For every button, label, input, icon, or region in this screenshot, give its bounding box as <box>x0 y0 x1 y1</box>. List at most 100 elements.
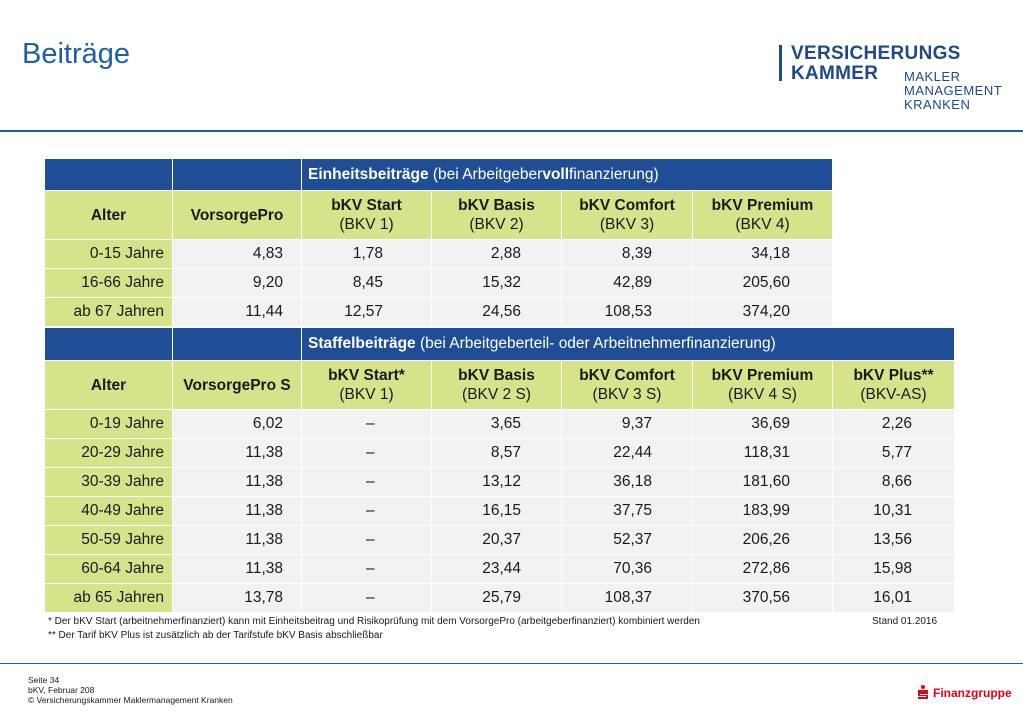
value-cell: 9,20 <box>173 269 302 298</box>
value-cell: 8,66 <box>833 468 955 497</box>
col-header-bkv-start: bKV Start* (BKV 1) <box>302 361 432 410</box>
col-header-bkv-comfort: bKV Comfort (BKV 3 S) <box>562 361 693 410</box>
value-cell: – <box>302 410 432 439</box>
finanzgruppe-logo: Finanzgruppe <box>917 685 1012 700</box>
header-blank <box>173 159 302 191</box>
value-cell: – <box>302 584 432 613</box>
value-cell: 8,45 <box>302 269 432 298</box>
sparkasse-s-icon <box>918 685 928 699</box>
finanzgruppe-text: Finanzgruppe <box>933 686 1012 700</box>
footer-page: Seite 34 <box>28 675 60 685</box>
col-header-vorsorgepro-s: VorsorgePro S <box>173 361 302 410</box>
footnote-2: ** Der Tarif bKV Plus ist zusätzlich ab … <box>48 630 383 641</box>
logo-line-1: VERSICHERUNGS <box>791 43 961 64</box>
value-cell: – <box>302 526 432 555</box>
value-cell: 11,38 <box>173 555 302 584</box>
value-cell: 374,20 <box>693 298 833 327</box>
age-cell: 30-39 Jahre <box>45 468 173 497</box>
value-cell: 15,32 <box>432 269 562 298</box>
footer-divider <box>0 663 1023 664</box>
value-cell: 2,26 <box>833 410 955 439</box>
value-cell: 11,38 <box>173 526 302 555</box>
logo-sub-2: MANAGEMENT <box>904 83 1003 98</box>
value-cell: – <box>302 555 432 584</box>
value-cell: 3,65 <box>432 410 562 439</box>
age-cell: ab 65 Jahren <box>45 584 173 613</box>
value-cell: 9,37 <box>562 410 693 439</box>
header-divider <box>0 130 1023 132</box>
value-cell: 11,38 <box>173 439 302 468</box>
value-cell: 23,44 <box>432 555 562 584</box>
value-cell: 13,78 <box>173 584 302 613</box>
value-cell: – <box>302 439 432 468</box>
value-cell: 37,75 <box>562 497 693 526</box>
age-cell: 60-64 Jahre <box>45 555 173 584</box>
table-row: ab 67 Jahren 11,44 12,57 24,56 108,53 37… <box>45 298 833 327</box>
col-header-vorsorgepro: VorsorgePro <box>173 191 302 240</box>
value-cell: 206,26 <box>693 526 833 555</box>
table-row: ab 65 Jahren 13,78 – 25,79 108,37 370,56… <box>45 584 955 613</box>
value-cell: 8,39 <box>562 240 693 269</box>
table-1-header: Einheitsbeiträge (bei Arbeitgebervollfin… <box>302 159 833 191</box>
value-cell: 16,15 <box>432 497 562 526</box>
footnote-1: * Der bKV Start (arbeitnehmerfinanziert)… <box>48 616 700 627</box>
value-cell: 13,12 <box>432 468 562 497</box>
value-cell: 6,02 <box>173 410 302 439</box>
value-cell: 11,38 <box>173 468 302 497</box>
age-cell: 20-29 Jahre <box>45 439 173 468</box>
value-cell: 1,78 <box>302 240 432 269</box>
value-cell: 11,44 <box>173 298 302 327</box>
col-header-bkv-comfort: bKV Comfort (BKV 3) <box>562 191 693 240</box>
col-header-alter: Alter <box>45 191 173 240</box>
value-cell: 34,18 <box>693 240 833 269</box>
value-cell: 36,18 <box>562 468 693 497</box>
value-cell: 13,56 <box>833 526 955 555</box>
value-cell: 370,56 <box>693 584 833 613</box>
table-row: 0-19 Jahre 6,02 – 3,65 9,37 36,69 2,26 <box>45 410 955 439</box>
table-2-header: Staffelbeiträge (bei Arbeitgeberteil- od… <box>302 328 955 361</box>
value-cell: 4,83 <box>173 240 302 269</box>
header-blank <box>45 159 173 191</box>
value-cell: 70,36 <box>562 555 693 584</box>
table-row: 20-29 Jahre 11,38 – 8,57 22,44 118,31 5,… <box>45 439 955 468</box>
value-cell: 20,37 <box>432 526 562 555</box>
header-blank <box>45 328 173 361</box>
value-cell: 183,99 <box>693 497 833 526</box>
value-cell: 15,98 <box>833 555 955 584</box>
value-cell: 42,89 <box>562 269 693 298</box>
table-row: 60-64 Jahre 11,38 – 23,44 70,36 272,86 1… <box>45 555 955 584</box>
value-cell: 8,57 <box>432 439 562 468</box>
header-blank <box>173 328 302 361</box>
age-cell: ab 67 Jahren <box>45 298 173 327</box>
value-cell: 2,88 <box>432 240 562 269</box>
einheitsbeitraege-table: Einheitsbeiträge (bei Arbeitgebervollfin… <box>45 159 833 327</box>
value-cell: 5,77 <box>833 439 955 468</box>
logo-sub-1: MAKLER <box>904 69 961 84</box>
col-header-bkv-plus: bKV Plus** (BKV-AS) <box>833 361 955 410</box>
footer-doc: bKV, Februar 208 <box>28 685 95 695</box>
value-cell: 108,53 <box>562 298 693 327</box>
age-cell: 0-19 Jahre <box>45 410 173 439</box>
age-cell: 50-59 Jahre <box>45 526 173 555</box>
table-row: 0-15 Jahre 4,83 1,78 2,88 8,39 34,18 <box>45 240 833 269</box>
value-cell: – <box>302 497 432 526</box>
value-cell: 10,31 <box>833 497 955 526</box>
value-cell: 25,79 <box>432 584 562 613</box>
value-cell: 108,37 <box>562 584 693 613</box>
table-row: 40-49 Jahre 11,38 – 16,15 37,75 183,99 1… <box>45 497 955 526</box>
age-cell: 0-15 Jahre <box>45 240 173 269</box>
value-cell: 118,31 <box>693 439 833 468</box>
value-cell: 12,57 <box>302 298 432 327</box>
value-cell: 181,60 <box>693 468 833 497</box>
footer-copyright: © Versicherungskammer Maklermanagement K… <box>28 695 233 705</box>
table-row: 50-59 Jahre 11,38 – 20,37 52,37 206,26 1… <box>45 526 955 555</box>
value-cell: 16,01 <box>833 584 955 613</box>
logo-line-2: KAMMER <box>791 63 879 84</box>
age-cell: 16-66 Jahre <box>45 269 173 298</box>
logo-bar <box>779 45 782 81</box>
stand-date: Stand 01.2016 <box>872 616 938 627</box>
staffelbeitraege-table: Staffelbeiträge (bei Arbeitgeberteil- od… <box>45 328 955 613</box>
logo-sub-3: KRANKEN <box>904 97 971 112</box>
value-cell: 22,44 <box>562 439 693 468</box>
table-row: 16-66 Jahre 9,20 8,45 15,32 42,89 205,60 <box>45 269 833 298</box>
